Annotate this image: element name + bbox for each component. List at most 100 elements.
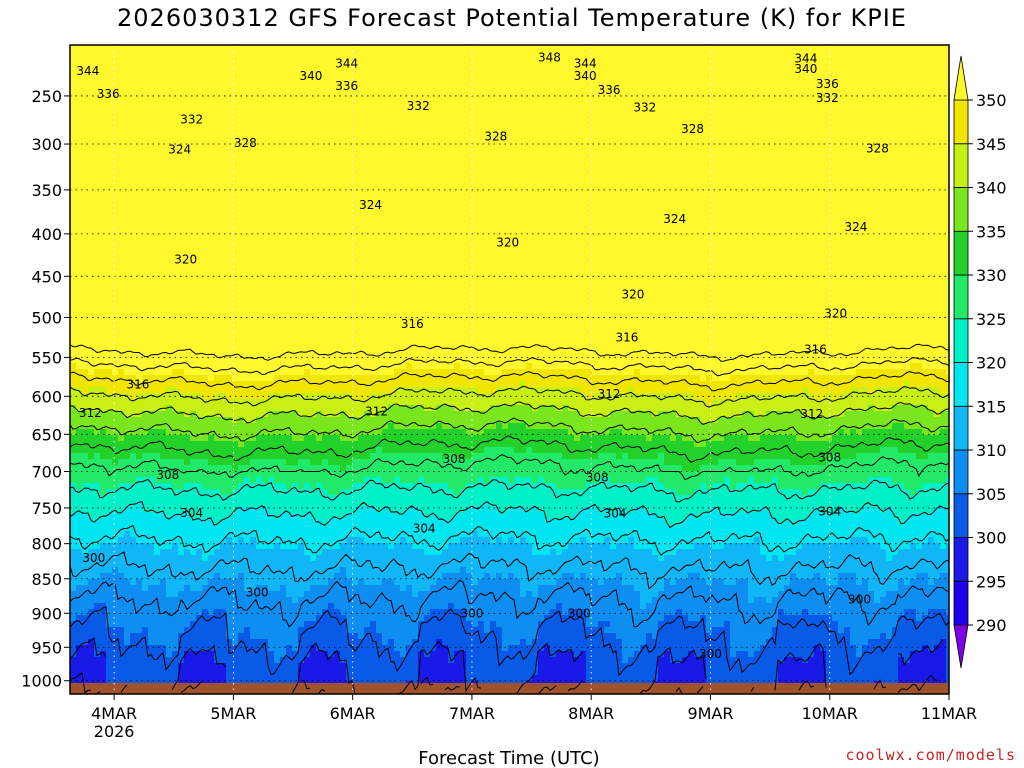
field-cell bbox=[118, 111, 125, 118]
field-cell bbox=[316, 171, 323, 178]
field-cell bbox=[310, 327, 317, 334]
field-cell bbox=[226, 339, 233, 346]
field-cell bbox=[244, 489, 251, 496]
field-cell bbox=[172, 651, 179, 658]
field-cell bbox=[94, 675, 101, 682]
field-cell bbox=[280, 435, 287, 442]
field-cell bbox=[196, 561, 203, 568]
field-cell bbox=[190, 231, 197, 238]
field-cell bbox=[94, 381, 101, 388]
field-cell bbox=[172, 309, 179, 316]
field-cell bbox=[250, 321, 257, 328]
field-cell bbox=[160, 669, 167, 676]
field-cell bbox=[94, 51, 101, 58]
field-cell bbox=[190, 237, 197, 244]
field-cell bbox=[208, 663, 215, 670]
field-cell bbox=[94, 543, 101, 550]
field-cell bbox=[340, 405, 347, 412]
field-cell bbox=[298, 507, 305, 514]
field-cell bbox=[94, 267, 101, 274]
field-cell bbox=[208, 315, 215, 322]
field-cell bbox=[292, 195, 299, 202]
field-cell bbox=[244, 447, 251, 454]
field-cell bbox=[220, 675, 227, 682]
field-cell bbox=[202, 531, 209, 538]
field-cell bbox=[172, 345, 179, 352]
field-cell bbox=[316, 627, 323, 634]
field-cell bbox=[136, 297, 143, 304]
field-cell bbox=[316, 363, 323, 370]
field-cell bbox=[124, 123, 131, 130]
field-cell bbox=[76, 525, 83, 532]
field-cell bbox=[340, 399, 347, 406]
field-cell bbox=[214, 597, 221, 604]
field-cell bbox=[106, 645, 113, 652]
field-cell bbox=[100, 255, 107, 262]
field-cell bbox=[292, 495, 299, 502]
field-cell bbox=[304, 339, 311, 346]
field-cell bbox=[292, 501, 299, 508]
field-cell bbox=[154, 255, 161, 262]
field-cell bbox=[70, 567, 77, 574]
field-cell bbox=[238, 597, 245, 604]
field-cell bbox=[112, 525, 119, 532]
field-cell bbox=[262, 603, 269, 610]
field-cell bbox=[292, 525, 299, 532]
field-cell bbox=[112, 495, 119, 502]
field-cell bbox=[106, 207, 113, 214]
field-cell bbox=[100, 579, 107, 586]
field-cell bbox=[328, 489, 335, 496]
field-cell bbox=[100, 609, 107, 616]
field-cell bbox=[142, 663, 149, 670]
field-cell bbox=[238, 387, 245, 394]
field-cell bbox=[208, 501, 215, 508]
field-cell bbox=[88, 471, 95, 478]
field-cell bbox=[214, 669, 221, 676]
field-cell bbox=[88, 621, 95, 628]
field-cell bbox=[220, 111, 227, 118]
field-cell bbox=[124, 507, 131, 514]
field-cell bbox=[298, 129, 305, 136]
field-cell bbox=[100, 333, 107, 340]
field-cell bbox=[178, 579, 185, 586]
field-cell bbox=[82, 249, 89, 256]
field-cell bbox=[256, 483, 263, 490]
field-cell bbox=[166, 201, 173, 208]
field-cell bbox=[322, 447, 329, 454]
field-cell bbox=[214, 441, 221, 448]
field-cell bbox=[268, 177, 275, 184]
field-cell bbox=[142, 387, 149, 394]
field-cell bbox=[232, 213, 239, 220]
field-cell bbox=[322, 423, 329, 430]
field-cell bbox=[244, 129, 251, 136]
field-cell bbox=[304, 663, 311, 670]
field-cell bbox=[100, 537, 107, 544]
field-cell bbox=[232, 477, 239, 484]
field-cell bbox=[76, 393, 83, 400]
field-cell bbox=[178, 411, 185, 418]
field-cell bbox=[184, 465, 191, 472]
field-cell bbox=[268, 549, 275, 556]
field-cell bbox=[202, 441, 209, 448]
field-cell bbox=[154, 381, 161, 388]
field-cell bbox=[220, 243, 227, 250]
field-cell bbox=[256, 183, 263, 190]
field-cell bbox=[262, 597, 269, 604]
field-cell bbox=[112, 177, 119, 184]
field-cell bbox=[142, 51, 149, 58]
field-cell bbox=[172, 195, 179, 202]
field-cell bbox=[148, 69, 155, 76]
field-cell bbox=[202, 669, 209, 676]
field-cell bbox=[100, 177, 107, 184]
field-cell bbox=[94, 195, 101, 202]
field-cell bbox=[340, 237, 347, 244]
field-cell bbox=[136, 363, 143, 370]
field-cell bbox=[280, 369, 287, 376]
field-cell bbox=[94, 141, 101, 148]
field-cell bbox=[118, 189, 125, 196]
field-cell bbox=[214, 105, 221, 112]
field-cell bbox=[106, 561, 113, 568]
field-cell bbox=[166, 345, 173, 352]
field-cell bbox=[292, 381, 299, 388]
field-cell bbox=[334, 99, 341, 106]
